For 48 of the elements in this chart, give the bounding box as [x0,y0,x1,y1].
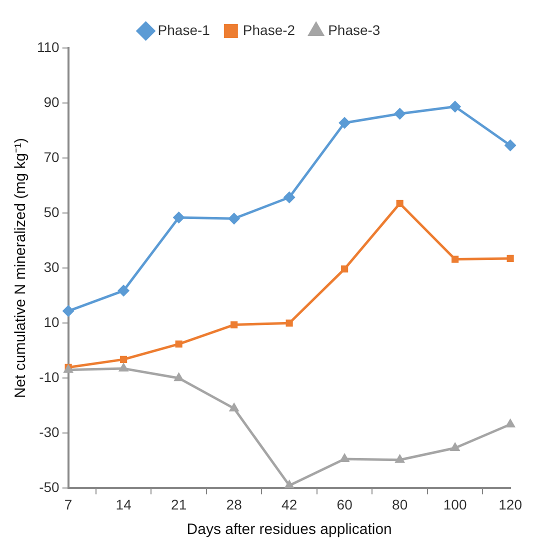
point [339,453,350,462]
y-tick-label: -30 [39,424,60,440]
point [452,256,459,263]
point [505,418,516,428]
x-tick-label: 100 [443,496,467,512]
y-tick-label: 10 [44,314,60,330]
y-axis-title: Net cumulative N mineralized (mg kg⁻¹) [12,138,30,398]
point [449,100,462,113]
point [394,108,406,120]
point [341,265,348,272]
legend-label: Phase-1 [158,22,210,38]
y-tick-label: 50 [44,204,60,220]
point [228,212,240,225]
y-tick-label: -10 [39,369,60,386]
x-tick-label: 21 [171,496,187,512]
point [172,211,185,224]
point [396,200,404,207]
y-tick-label: -50 [39,479,60,496]
point [228,402,240,412]
y-tick-label: 110 [36,38,60,55]
x-tick-label: 120 [498,496,522,512]
legend-label: Phase-2 [242,22,296,38]
point [394,454,406,463]
point [504,139,516,152]
point [283,191,296,204]
x-tick-label: 7 [64,496,72,512]
point [62,305,74,318]
point [118,284,130,297]
point [286,320,293,327]
point [120,356,128,363]
y-tick-label: 90 [44,94,60,110]
point [450,442,460,452]
point [284,479,295,488]
x-axis-title: Days after residues application [186,521,392,538]
x-tick-label: 60 [336,496,353,512]
point [175,340,182,348]
x-tick-label: 14 [116,496,132,512]
point [118,362,129,372]
point [506,254,514,262]
y-tick-label: 30 [44,258,60,275]
point [174,372,184,382]
x-tick-label: 42 [282,496,298,512]
y-tick-label: 70 [44,148,60,165]
legend-label: Phase-3 [328,22,380,38]
x-tick-label: 28 [226,496,242,512]
point [230,321,238,328]
point [338,116,351,129]
x-tick-label: 80 [392,496,408,512]
